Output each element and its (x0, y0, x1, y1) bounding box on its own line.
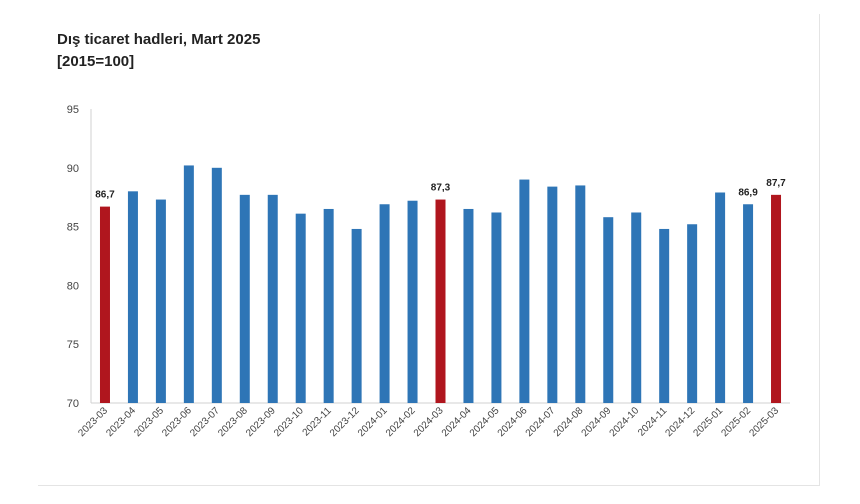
x-tick-label: 2024-04 (440, 405, 474, 439)
x-tick-label: 2024-09 (580, 405, 614, 439)
bar-2023-08 (239, 194, 250, 403)
x-tick-label: 2024-02 (384, 405, 418, 439)
x-tick-label: 2023-06 (160, 405, 194, 439)
x-tick-label: 2024-06 (496, 405, 530, 439)
x-tick-label: 2023-03 (76, 405, 110, 439)
bar-2024-03 (435, 199, 446, 403)
data-label: 87,3 (431, 183, 451, 194)
bar-2024-12 (687, 224, 698, 403)
bar-2023-09 (267, 194, 278, 403)
bar-2024-04 (463, 208, 474, 403)
bar-2024-11 (659, 228, 670, 403)
bar-2023-05 (155, 199, 166, 403)
bar-2024-10 (631, 212, 642, 403)
x-tick-label: 2024-03 (412, 405, 446, 439)
y-tick-label: 70 (67, 398, 79, 410)
bar-2025-03 (771, 194, 782, 403)
x-tick-label: 2023-12 (328, 405, 362, 439)
x-tick-label: 2025-02 (719, 405, 753, 439)
x-tick-label: 2023-08 (216, 405, 250, 439)
x-tick-label: 2025-03 (747, 405, 781, 439)
x-tick-label: 2023-04 (104, 405, 138, 439)
bar-2023-11 (323, 208, 334, 403)
bar-2023-04 (127, 191, 138, 403)
bar-2025-02 (743, 204, 754, 403)
bar-2023-06 (183, 165, 194, 403)
bar-2023-07 (211, 167, 222, 403)
bar-2025-01 (715, 192, 726, 403)
y-tick-label: 95 (67, 104, 79, 116)
bar-2024-07 (547, 186, 558, 403)
bar-2024-09 (603, 217, 614, 403)
bar-2023-03 (99, 206, 110, 403)
bar-2024-06 (519, 179, 530, 403)
data-label: 86,9 (738, 187, 758, 198)
y-tick-label: 80 (67, 280, 79, 292)
x-tick-label: 2023-05 (132, 405, 166, 439)
x-tick-label: 2024-05 (468, 405, 502, 439)
y-tick-label: 75 (67, 339, 79, 351)
chart-frame (38, 14, 820, 486)
x-tick-label: 2024-10 (608, 405, 642, 439)
y-tick-label: 85 (67, 222, 79, 234)
x-tick-label: 2024-01 (356, 405, 390, 439)
x-tick-label: 2024-08 (552, 405, 586, 439)
bar-2024-01 (379, 204, 390, 403)
data-label: 87,7 (766, 178, 786, 189)
chart-title: Dış ticaret hadleri, Mart 2025 (57, 31, 261, 48)
chart-subtitle: [2015=100] (57, 53, 135, 70)
bar-2024-08 (575, 185, 586, 403)
x-tick-label: 2024-12 (664, 405, 698, 439)
bar-2023-10 (295, 213, 306, 403)
bar-2024-05 (491, 212, 502, 403)
bar-2024-02 (407, 200, 418, 403)
x-tick-label: 2023-07 (188, 405, 222, 439)
y-tick-label: 90 (67, 163, 79, 175)
x-tick-label: 2023-10 (272, 405, 306, 439)
bar-2023-12 (351, 228, 362, 403)
data-label: 86,7 (95, 190, 115, 201)
x-tick-label: 2023-09 (244, 405, 278, 439)
x-tick-label: 2025-01 (691, 405, 725, 439)
x-tick-label: 2024-07 (524, 405, 558, 439)
